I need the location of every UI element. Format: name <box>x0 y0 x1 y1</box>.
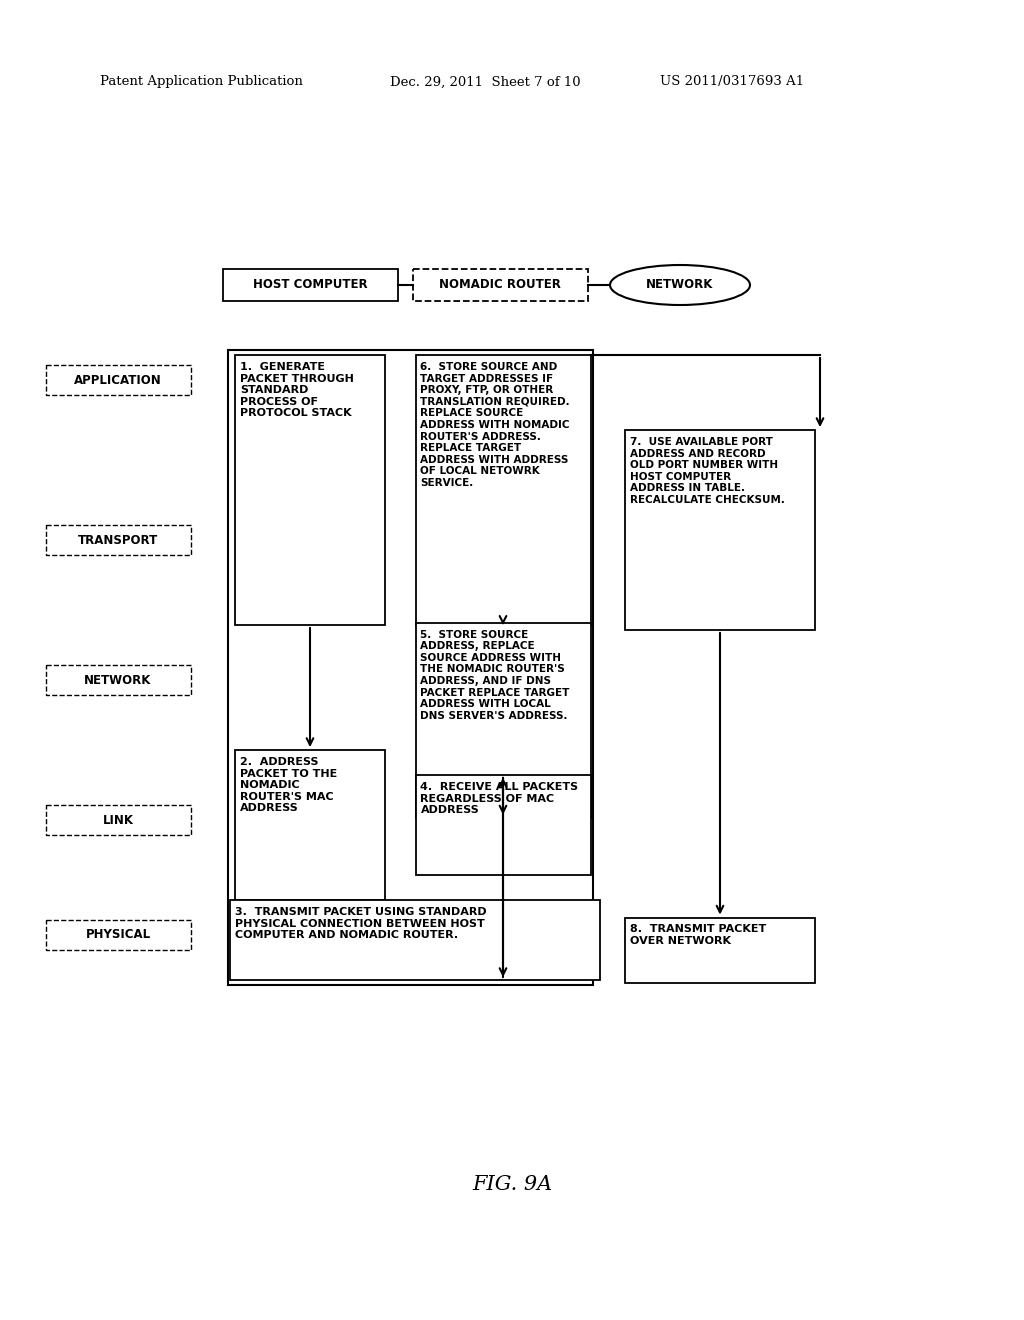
Text: NOMADIC ROUTER: NOMADIC ROUTER <box>439 279 561 292</box>
FancyBboxPatch shape <box>45 920 190 950</box>
FancyBboxPatch shape <box>416 623 591 817</box>
Text: 1.  GENERATE
PACKET THROUGH
STANDARD
PROCESS OF
PROTOCOL STACK: 1. GENERATE PACKET THROUGH STANDARD PROC… <box>240 362 354 418</box>
Text: Dec. 29, 2011  Sheet 7 of 10: Dec. 29, 2011 Sheet 7 of 10 <box>390 75 581 88</box>
Text: 6.  STORE SOURCE AND
TARGET ADDRESSES IF
PROXY, FTP, OR OTHER
TRANSLATION REQUIR: 6. STORE SOURCE AND TARGET ADDRESSES IF … <box>421 362 570 488</box>
Text: LINK: LINK <box>102 813 133 826</box>
FancyBboxPatch shape <box>625 917 815 982</box>
FancyBboxPatch shape <box>416 775 591 875</box>
Text: FIG. 9A: FIG. 9A <box>472 1176 552 1195</box>
FancyBboxPatch shape <box>416 355 591 624</box>
FancyBboxPatch shape <box>234 750 385 900</box>
FancyBboxPatch shape <box>45 805 190 836</box>
Text: HOST COMPUTER: HOST COMPUTER <box>253 279 368 292</box>
FancyBboxPatch shape <box>625 430 815 630</box>
FancyBboxPatch shape <box>230 900 600 979</box>
FancyBboxPatch shape <box>413 269 588 301</box>
Text: 7.  USE AVAILABLE PORT
ADDRESS AND RECORD
OLD PORT NUMBER WITH
HOST COMPUTER
ADD: 7. USE AVAILABLE PORT ADDRESS AND RECORD… <box>630 437 784 506</box>
Text: PHYSICAL: PHYSICAL <box>85 928 151 941</box>
Text: US 2011/0317693 A1: US 2011/0317693 A1 <box>660 75 804 88</box>
FancyBboxPatch shape <box>45 525 190 554</box>
Text: 3.  TRANSMIT PACKET USING STANDARD
PHYSICAL CONNECTION BETWEEN HOST
COMPUTER AND: 3. TRANSMIT PACKET USING STANDARD PHYSIC… <box>234 907 486 940</box>
Text: 8.  TRANSMIT PACKET
OVER NETWORK: 8. TRANSMIT PACKET OVER NETWORK <box>630 924 766 946</box>
FancyBboxPatch shape <box>234 355 385 624</box>
Text: TRANSPORT: TRANSPORT <box>78 533 158 546</box>
FancyBboxPatch shape <box>45 366 190 395</box>
Text: 5.  STORE SOURCE
ADDRESS, REPLACE
SOURCE ADDRESS WITH
THE NOMADIC ROUTER'S
ADDRE: 5. STORE SOURCE ADDRESS, REPLACE SOURCE … <box>421 630 570 721</box>
FancyBboxPatch shape <box>222 269 397 301</box>
Text: APPLICATION: APPLICATION <box>74 374 162 387</box>
Text: Patent Application Publication: Patent Application Publication <box>100 75 303 88</box>
Ellipse shape <box>610 265 750 305</box>
FancyBboxPatch shape <box>45 665 190 696</box>
Text: 2.  ADDRESS
PACKET TO THE
NOMADIC
ROUTER'S MAC
ADDRESS: 2. ADDRESS PACKET TO THE NOMADIC ROUTER'… <box>240 756 337 813</box>
Text: NETWORK: NETWORK <box>646 279 714 292</box>
Text: 4.  RECEIVE ALL PACKETS
REGARDLESS OF MAC
ADDRESS: 4. RECEIVE ALL PACKETS REGARDLESS OF MAC… <box>421 781 579 816</box>
Text: NETWORK: NETWORK <box>84 673 152 686</box>
